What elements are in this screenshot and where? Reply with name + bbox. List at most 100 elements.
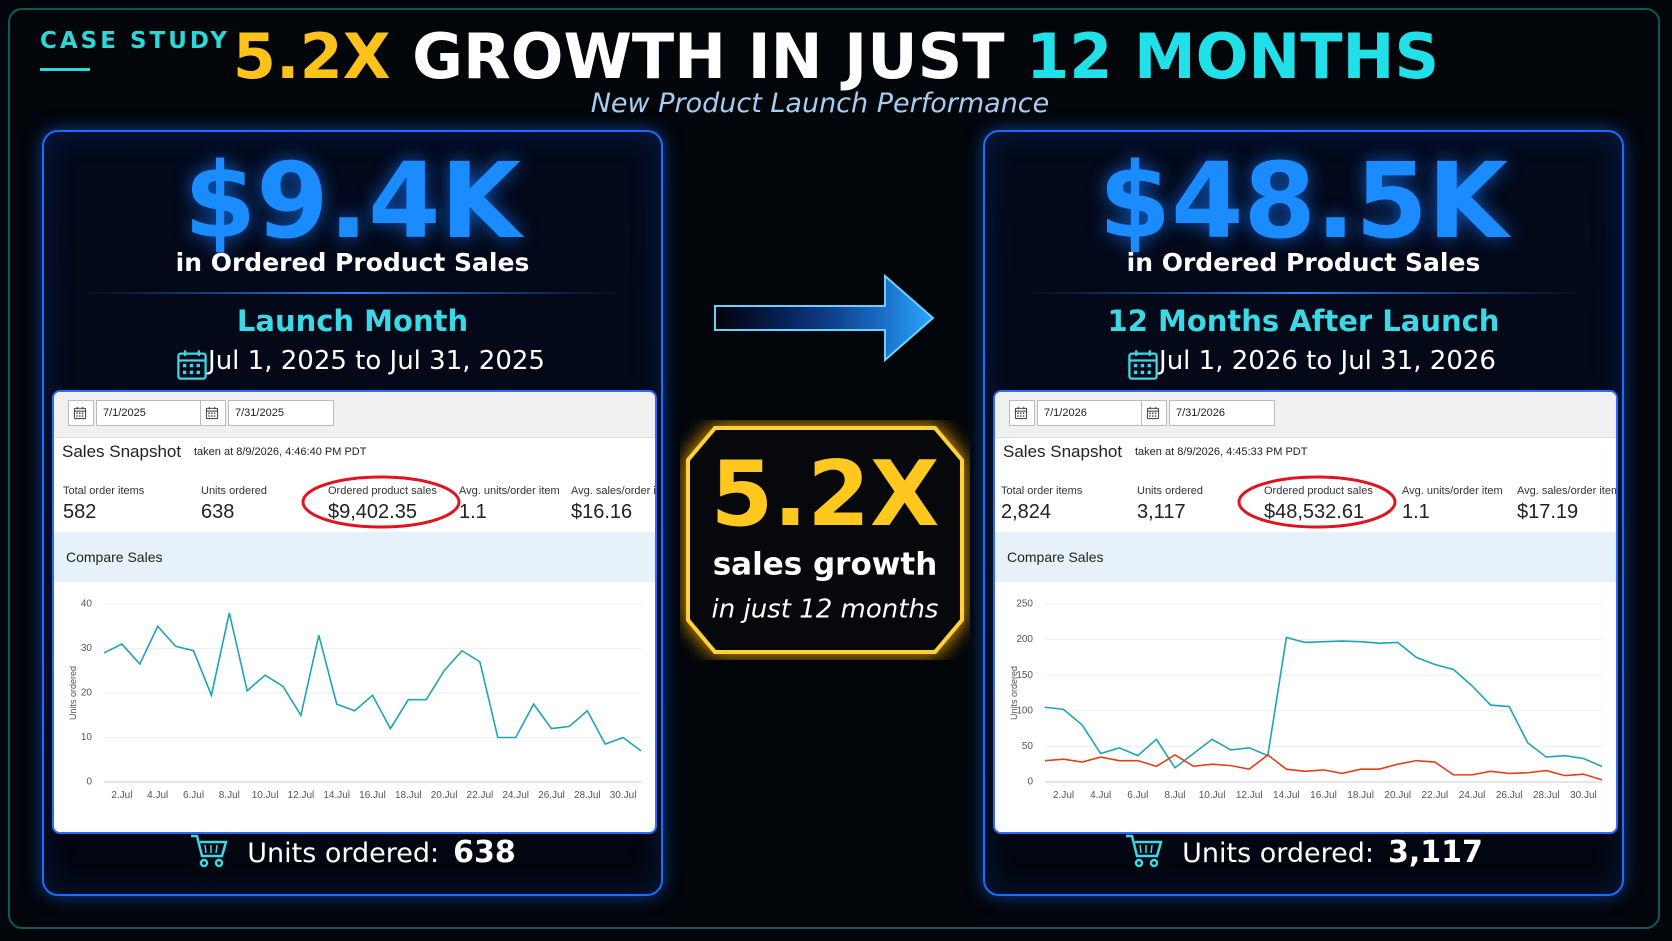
headline-value: $9.4K bbox=[183, 140, 522, 262]
panel: $9.4K in Ordered Product Sales Launch Mont… bbox=[42, 130, 663, 896]
badge-line: in just 12 months bbox=[712, 595, 939, 625]
x-tick-label: 8.Jul bbox=[219, 790, 240, 801]
snapshot-time: taken at 8/9/2026, 4:45:33 PM PDT bbox=[1135, 446, 1308, 458]
x-tick-label: 12.Jul bbox=[1236, 790, 1263, 801]
x-tick-label: 20.Jul bbox=[431, 790, 458, 801]
date-input: 7/1/2025 bbox=[96, 400, 202, 426]
x-tick-label: 26.Jul bbox=[538, 790, 565, 801]
metric-label: Avg. units/order item bbox=[1402, 485, 1503, 497]
x-tick-label: 24.Jul bbox=[502, 790, 529, 801]
x-tick-label: 24.Jul bbox=[1459, 790, 1486, 801]
y-tick-label: 50 bbox=[1022, 741, 1034, 752]
footer-value: 3,117 bbox=[1387, 835, 1483, 870]
metric-label: Units ordered bbox=[201, 485, 268, 497]
line-chart: 0 10 20 30 40 Units ordered 2.Jul 4.Jul 6.Jul 8.J… bbox=[68, 599, 642, 801]
y-tick-label: 0 bbox=[86, 777, 92, 788]
x-tick-label: 22.Jul bbox=[1422, 790, 1449, 801]
x-tick-label: 16.Jul bbox=[359, 790, 386, 801]
x-tick-label: 30.Jul bbox=[610, 790, 637, 801]
footer-value: 638 bbox=[453, 835, 516, 870]
metric-value: 2,824 bbox=[1001, 501, 1052, 523]
x-tick-label: 10.Jul bbox=[1199, 790, 1226, 801]
series-line bbox=[103, 612, 642, 752]
period-title: 12 Months After Launch bbox=[1107, 304, 1500, 338]
badge: 5.2X sales growth in just 12 months bbox=[686, 426, 964, 654]
calendar-icon bbox=[205, 406, 219, 420]
headline: 5.2X GROWTH IN JUST 12 MONTHS bbox=[0, 20, 1672, 93]
footer-label: Units ordered: bbox=[1182, 838, 1374, 869]
x-tick-label: 18.Jul bbox=[1347, 790, 1374, 801]
y-axis-label: Units ordered bbox=[1009, 666, 1019, 720]
series-line bbox=[1044, 753, 1603, 781]
x-tick-label: 2.Jul bbox=[1053, 790, 1074, 801]
y-axis-label: Units ordered bbox=[68, 666, 78, 720]
metric-label: Avg. sales/order ite bbox=[571, 485, 657, 497]
divider bbox=[84, 292, 621, 294]
date-range: Jul 1, 2025 to Jul 31, 2025 bbox=[208, 346, 545, 376]
metric-label: Units ordered bbox=[1137, 485, 1204, 497]
cart-icon bbox=[1126, 834, 1163, 868]
date-input: 7/31/2025 bbox=[228, 400, 334, 426]
series-line bbox=[1044, 636, 1603, 769]
date-icon-box bbox=[68, 400, 94, 426]
badge-line: sales growth bbox=[713, 547, 938, 583]
x-tick-label: 4.Jul bbox=[1090, 790, 1111, 801]
snapshot-title: Sales Snapshot bbox=[62, 442, 182, 461]
y-tick-label: 250 bbox=[1016, 599, 1033, 610]
date-icon-box bbox=[1141, 400, 1167, 426]
x-tick-label: 30.Jul bbox=[1570, 790, 1597, 801]
calendar-icon bbox=[176, 350, 207, 380]
screenshot: 7/1/2026 7/31/2026 Sales Snapshot taken at … bbox=[993, 390, 1618, 834]
metric-label: Total order items bbox=[63, 485, 145, 497]
metric-value: 1.1 bbox=[1402, 501, 1430, 523]
divider bbox=[1025, 292, 1582, 294]
highlight bbox=[1237, 475, 1397, 529]
headline-part: GROWTH IN JUST bbox=[412, 20, 1005, 93]
y-tick-label: 0 bbox=[1027, 777, 1033, 788]
calendar-icon bbox=[1146, 406, 1160, 420]
metric-value: 638 bbox=[201, 501, 235, 523]
cart-icon bbox=[191, 834, 228, 868]
tag: CASE STUDY bbox=[40, 28, 230, 54]
y-tick-label: 20 bbox=[81, 688, 93, 699]
screenshot: 7/1/2025 7/31/2025 Sales Snapshot taken at … bbox=[52, 390, 657, 834]
calendar-icon bbox=[73, 406, 87, 420]
x-tick-label: 20.Jul bbox=[1384, 790, 1411, 801]
metric-label: Avg. sales/order item bbox=[1517, 485, 1618, 497]
y-tick-label: 10 bbox=[81, 732, 93, 743]
compare-title: Compare Sales bbox=[995, 532, 1616, 582]
arrow bbox=[714, 273, 935, 363]
frame bbox=[8, 8, 1660, 929]
highlight bbox=[301, 475, 461, 529]
x-tick-label: 14.Jul bbox=[1273, 790, 1300, 801]
metric-value: $9,402.35 bbox=[328, 501, 417, 523]
headline-part: 5.2X bbox=[232, 20, 391, 93]
x-tick-label: 6.Jul bbox=[1127, 790, 1148, 801]
x-tick-label: 26.Jul bbox=[1496, 790, 1523, 801]
date-range-row: Jul 1, 2026 to Jul 31, 2026 bbox=[985, 346, 1622, 376]
headline-caption: in Ordered Product Sales bbox=[1126, 248, 1481, 277]
x-tick-label: 14.Jul bbox=[323, 790, 350, 801]
headline-caption: in Ordered Product Sales bbox=[175, 248, 530, 277]
date-range-row: Jul 1, 2025 to Jul 31, 2025 bbox=[44, 346, 661, 376]
y-tick-label: 150 bbox=[1016, 670, 1033, 681]
badge-value: 5.2X bbox=[711, 442, 940, 547]
metric-value: $48,532.61 bbox=[1264, 501, 1365, 523]
footer: Units ordered: 3,117 bbox=[985, 832, 1622, 870]
calendar-icon bbox=[1127, 350, 1158, 380]
x-tick-label: 10.Jul bbox=[252, 790, 279, 801]
metric-value: 1.1 bbox=[459, 501, 487, 523]
y-tick-label: 40 bbox=[81, 599, 93, 610]
metric-value: $16.16 bbox=[571, 501, 633, 523]
x-tick-label: 12.Jul bbox=[288, 790, 315, 801]
period-title: Launch Month bbox=[236, 304, 469, 338]
date-icon-box bbox=[1009, 400, 1035, 426]
x-tick-label: 16.Jul bbox=[1310, 790, 1337, 801]
snapshot-time: taken at 8/9/2026, 4:46:40 PM PDT bbox=[194, 446, 367, 458]
metric-value: 582 bbox=[63, 501, 97, 523]
metric-value: $17.19 bbox=[1517, 501, 1579, 523]
headline-value: $48.5K bbox=[1098, 140, 1509, 262]
footer-label: Units ordered: bbox=[247, 838, 440, 869]
x-tick-label: 28.Jul bbox=[1533, 790, 1560, 801]
